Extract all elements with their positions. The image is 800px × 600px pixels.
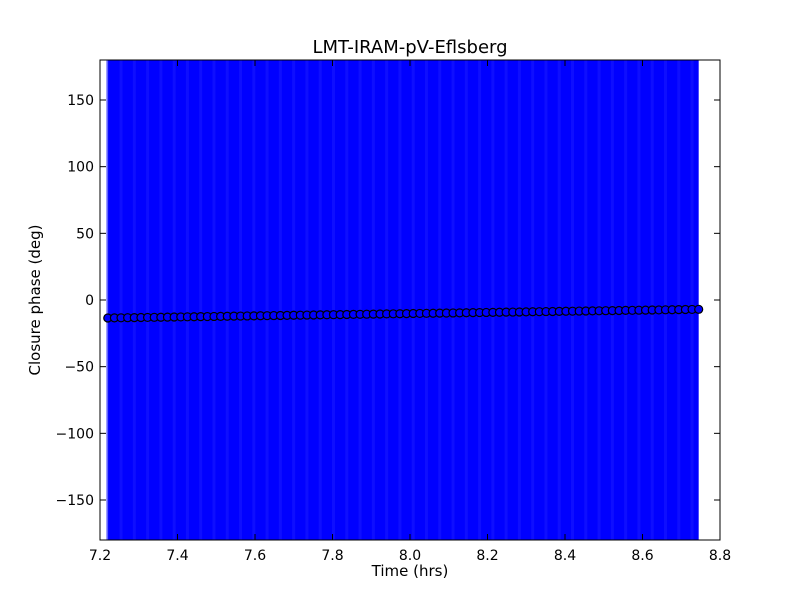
error-bar (451, 60, 455, 540)
error-bar (398, 60, 402, 540)
data-points-layer (103, 304, 704, 323)
error-bar (637, 60, 641, 540)
error-bar (663, 60, 667, 540)
axis-ticks-layer: 7.2 7.4 7.6 7.8 8.0 8.2 8.4 8.6 8.8 150 100 50 0 −50 −… (56, 60, 731, 564)
chart-title: LMT-IRAM-pV-Eflsberg (312, 37, 507, 58)
error-band-layer (106, 60, 699, 540)
error-bar (159, 60, 163, 540)
error-bar (292, 60, 296, 540)
error-bar (345, 60, 349, 540)
error-bar (239, 60, 243, 540)
x-tick-label: 8.6 (631, 548, 653, 564)
error-bar (385, 60, 389, 540)
error-bar (677, 60, 681, 540)
y-tick-label: 100 (67, 160, 94, 176)
error-bar (305, 60, 309, 540)
error-bar (491, 60, 495, 540)
error-bar (146, 60, 150, 540)
error-bar (531, 60, 535, 540)
error-bar (424, 60, 428, 540)
error-bar (199, 60, 203, 540)
error-bar (584, 60, 588, 540)
error-bar (504, 60, 508, 540)
x-tick-label: 7.2 (89, 548, 111, 564)
error-bar (464, 60, 468, 540)
error-bar (332, 60, 336, 540)
error-bar (650, 60, 654, 540)
error-bar (119, 60, 123, 540)
y-tick-label: 50 (76, 226, 94, 242)
x-axis-label: Time (hrs) (371, 562, 449, 580)
x-tick-label: 8.0 (399, 548, 421, 564)
error-bar (172, 60, 176, 540)
x-tick-label: 7.8 (321, 548, 343, 564)
y-tick-label: 150 (67, 93, 94, 109)
x-tick-label: 8.8 (709, 548, 731, 564)
error-bar (265, 60, 269, 540)
error-bar (438, 60, 442, 540)
error-bar (252, 60, 256, 540)
error-bar (225, 60, 229, 540)
error-bar (106, 60, 110, 540)
error-bar (610, 60, 614, 540)
error-bar (411, 60, 415, 540)
error-bar (597, 60, 601, 540)
error-bar (212, 60, 216, 540)
error-bar (624, 60, 628, 540)
error-bar (478, 60, 482, 540)
error-bar (557, 60, 561, 540)
error-bar (517, 60, 521, 540)
data-point (694, 304, 704, 314)
error-bar (571, 60, 575, 540)
error-bar (132, 60, 136, 540)
y-tick-label: −150 (56, 493, 94, 509)
y-tick-label: −100 (56, 426, 94, 442)
x-tick-label: 8.4 (554, 548, 576, 564)
y-axis-label: Closure phase (deg) (26, 225, 44, 376)
error-bar (544, 60, 548, 540)
error-bar (318, 60, 322, 540)
error-bar (358, 60, 362, 540)
x-tick-label: 8.2 (476, 548, 498, 564)
error-bar (371, 60, 375, 540)
y-tick-label: −50 (64, 360, 94, 376)
error-band (107, 60, 699, 540)
x-tick-label: 7.4 (166, 548, 188, 564)
error-bar (185, 60, 189, 540)
x-tick-label: 7.6 (244, 548, 266, 564)
y-tick-label: 0 (85, 293, 94, 309)
error-bar (278, 60, 282, 540)
error-bar (690, 60, 694, 540)
